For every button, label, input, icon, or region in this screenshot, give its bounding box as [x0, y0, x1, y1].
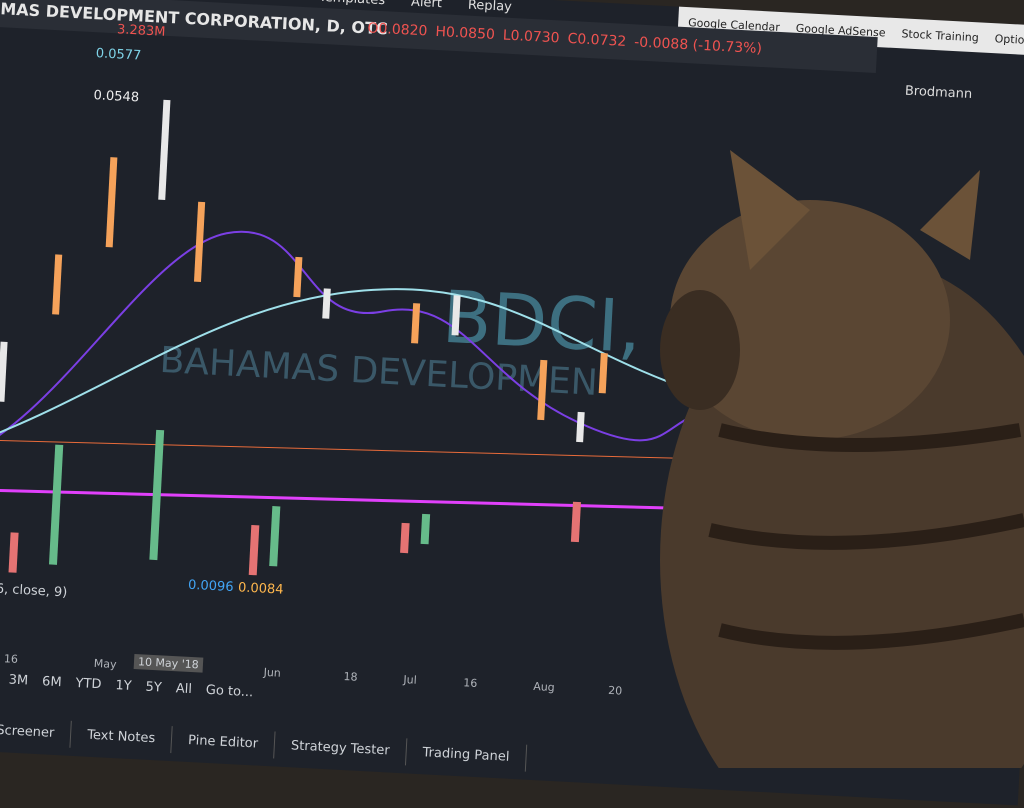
range-button[interactable]: YTD [75, 675, 102, 693]
chart-graphics [0, 89, 719, 576]
x-tick-label: 18 [343, 670, 358, 684]
volume: 3.283M [116, 22, 166, 40]
ohlc-value: H0.0850 [434, 23, 496, 44]
ma-line [0, 288, 719, 451]
range-button[interactable]: All [175, 681, 193, 698]
ohlc-value: O0.0820 [367, 20, 428, 40]
range-button[interactable]: Go to... [205, 682, 254, 701]
toolbar-button[interactable]: Templates [319, 0, 386, 8]
tab[interactable]: Trading Panel [405, 738, 528, 772]
ma-line [0, 230, 719, 461]
x-tick-label: May [93, 656, 117, 672]
ranges: 5D1M3M6MYTD1Y5YAllGo to... [0, 669, 254, 700]
bookmark[interactable]: Stock Training [901, 26, 980, 44]
toolbar-button[interactable]: Replay [467, 0, 513, 15]
tab[interactable]: Text Notes [70, 720, 173, 754]
range-button[interactable]: 3M [8, 672, 29, 689]
h-line [0, 438, 716, 460]
tab[interactable]: Stock Screener [0, 713, 72, 748]
x-tick-label: Jul [403, 673, 418, 687]
candles [52, 157, 608, 421]
x-tick-label: Aug [532, 679, 556, 695]
range-button[interactable]: 6M [41, 674, 62, 691]
ind-value: 0.0577 [95, 46, 142, 64]
x-tick-label: 16 [463, 676, 478, 690]
tab[interactable]: Pine Editor [171, 726, 276, 759]
range-button[interactable]: 5Y [145, 679, 163, 696]
user[interactable]: Brodmann [904, 83, 973, 103]
x-tick-label: Jun [263, 665, 282, 680]
tab[interactable]: Strategy Tester [274, 731, 408, 766]
toolbar-button[interactable]: Alert [410, 0, 443, 12]
macd-value: 0.0084 [237, 580, 284, 598]
cat [660, 150, 1024, 768]
range-button[interactable]: 1Y [115, 678, 133, 694]
h-line [0, 487, 713, 511]
ohlc-value: C0.0732 [567, 30, 627, 50]
macd-value: 0.0096 [187, 577, 234, 596]
cursor-date: 10 May '18 [133, 654, 204, 673]
x-tick-label: 20 [607, 683, 623, 698]
bookmark[interactable]: Options [994, 31, 1024, 47]
ohlc-value: L0.0730 [502, 27, 560, 47]
x-tick-label: 16 [3, 652, 19, 666]
